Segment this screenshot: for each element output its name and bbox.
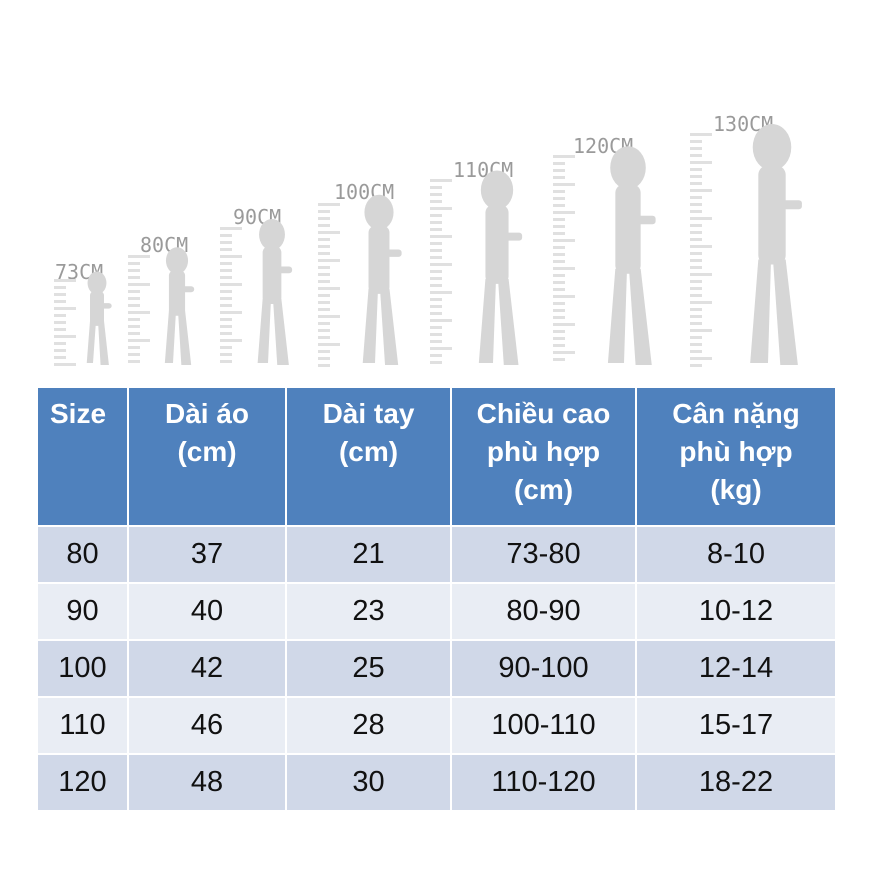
header-height-line-1: Chiều cao [476,398,611,429]
header-sleeve-length-line-1: Dài tay [322,398,415,429]
cell-size: 100 [36,639,129,698]
header-size-line-1: Size [50,398,107,429]
child-silhouette [607,146,656,365]
child-silhouette [362,194,402,365]
cell-shirt-length: 48 [127,753,287,812]
header-height-line-2: phù hợp [486,436,601,467]
cell-size: 120 [36,753,129,812]
figure-group: 110CM [430,158,523,365]
ruler-scale [690,133,712,367]
child-silhouette [164,247,195,365]
figure-group: 120CM [553,134,656,365]
ruler-scale [318,203,340,367]
cell-shirt-length: 42 [127,639,287,698]
header-weight-line-2: phù hợp [679,436,793,467]
header-weight-line-3: (kg) [710,474,762,505]
header-sleeve-length: Dài tay (cm) [285,386,452,527]
table-row: 120 48 30 110-120 18-22 [36,753,837,812]
ruler-scale [220,227,242,363]
size-chart-table: Size Dài áo (cm) Dài tay (cm) Chiều cao … [36,386,837,812]
height-figures-illustration: 73CM 80CM 90CM 100CM 110CM 120CM 130CM [54,112,802,367]
header-weight: Cân nặng phù hợp (kg) [635,386,837,527]
header-shirt-length-line-2: (cm) [177,436,237,467]
cell-height: 80-90 [450,582,637,641]
table-row: 90 40 23 80-90 10-12 [36,582,837,641]
cell-weight: 8-10 [635,525,837,584]
ruler-scale [128,255,150,363]
table-row: 80 37 21 73-80 8-10 [36,525,837,584]
table-row: 110 46 28 100-110 15-17 [36,696,837,755]
table-header-row: Size Dài áo (cm) Dài tay (cm) Chiều cao … [36,386,837,527]
table-row: 100 42 25 90-100 12-14 [36,639,837,698]
child-silhouette [86,271,112,365]
header-size: Size [36,386,129,527]
figure-group: 100CM [318,180,402,367]
cell-height: 73-80 [450,525,637,584]
cell-weight: 18-22 [635,753,837,812]
cell-weight: 10-12 [635,582,837,641]
cell-sleeve-length: 23 [285,582,452,641]
cell-shirt-length: 37 [127,525,287,584]
ruler-scale [430,179,452,364]
header-height: Chiều cao phù hợp (cm) [450,386,637,527]
cell-sleeve-length: 25 [285,639,452,698]
cell-height: 100-110 [450,696,637,755]
ruler-scale [54,279,76,366]
ruler-scale [553,155,575,361]
cell-shirt-length: 46 [127,696,287,755]
cell-sleeve-length: 28 [285,696,452,755]
cell-sleeve-length: 30 [285,753,452,812]
figure-group: 80CM [128,233,195,365]
header-shirt-length-line-1: Dài áo [164,398,250,429]
cell-height: 110-120 [450,753,637,812]
header-sleeve-length-line-2: (cm) [338,436,399,467]
cell-height: 90-100 [450,639,637,698]
cell-sleeve-length: 21 [285,525,452,584]
figure-group: 130CM [690,112,802,367]
header-weight-line-1: Cân nặng [672,398,800,429]
cell-shirt-length: 40 [127,582,287,641]
figure-group: 73CM [54,260,112,366]
cell-weight: 12-14 [635,639,837,698]
cell-size: 110 [36,696,129,755]
cell-size: 80 [36,525,129,584]
header-shirt-length: Dài áo (cm) [127,386,287,527]
cell-size: 90 [36,582,129,641]
child-silhouette [478,170,523,365]
child-silhouette [750,123,802,365]
child-silhouette [257,218,293,365]
header-height-line-3: (cm) [513,474,574,505]
cell-weight: 15-17 [635,696,837,755]
figure-group: 90CM [220,205,293,365]
